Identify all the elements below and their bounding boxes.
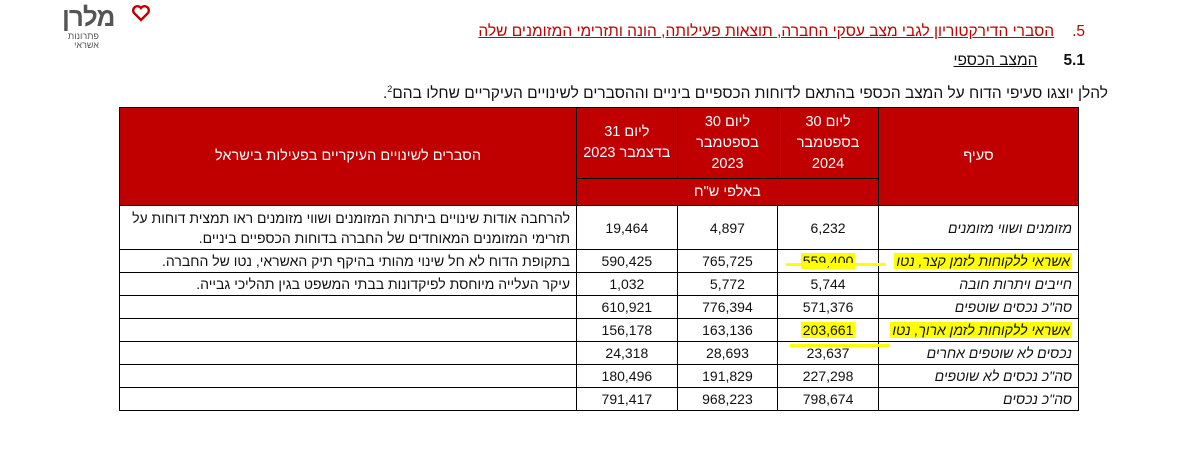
- section-5-1-number: 5.1: [1063, 52, 1085, 69]
- value-sep-2023: 4,897: [676, 205, 779, 250]
- value-dec-2023: 180,496: [576, 364, 678, 388]
- value-dec-2023: 791,417: [576, 387, 678, 411]
- financial-position-table: סעיף ליום 30 בספטמבר 2024 ליום 30 בספטמב…: [118, 107, 1080, 411]
- value-sep-2024: 5,744: [777, 272, 879, 296]
- header-explanations: הסברים לשינויים העיקריים בפעילות בישראל: [118, 107, 578, 206]
- table-row: מזומנים ושווי מזומנים 6,232 4,897 19,464…: [118, 205, 1080, 250]
- highlighted-value: 559,400: [800, 253, 856, 269]
- logo-tagline: פתרונות אשראי: [68, 31, 99, 50]
- highlighter-stroke: [790, 344, 890, 347]
- table-row: אשראי ללקוחות לזמן קצר, נטו 559,400 765,…: [118, 249, 1080, 273]
- section-5-title: הסברי הדירקטוריון לגבי מצב עסקי החברה, ת…: [478, 23, 1055, 40]
- highlighted-value: 203,661: [800, 322, 856, 338]
- header-units: באלפי ש"ח: [576, 178, 879, 206]
- value-sep-2023: 776,394: [676, 295, 779, 319]
- row-label: נכסים לא שוטפים אחרים: [877, 341, 1080, 365]
- value-sep-2024: 571,376: [777, 295, 879, 319]
- row-label: סה"כ נכסים שוטפים: [877, 295, 1080, 319]
- table-row: אשראי ללקוחות לזמן ארוך, נטו 203,661 163…: [118, 318, 1080, 342]
- row-label: סה"כ נכסים: [877, 387, 1080, 411]
- value-sep-2024: 559,400: [777, 249, 879, 273]
- table-header-row: סעיף ליום 30 בספטמבר 2024 ליום 30 בספטמב…: [118, 107, 1080, 206]
- row-explanation: להרחבה אודות שינויים ביתרות המזומנים ושו…: [118, 205, 578, 250]
- value-dec-2023: 1,032: [576, 272, 678, 296]
- highlighter-stroke: [786, 263, 886, 266]
- highlighted-label: אשראי ללקוחות לזמן קצר, נטו: [894, 253, 1072, 269]
- value-dec-2023: 156,178: [576, 318, 678, 342]
- row-explanation: [118, 295, 578, 319]
- logo-wordmark: מלרן: [62, 2, 115, 32]
- row-explanation: עיקר העלייה מיוחסת לפיקדונות בבתי המשפט …: [118, 272, 578, 296]
- row-label: סה"כ נכסים לא שוטפים: [877, 364, 1080, 388]
- intro-paragraph: להלן יוצגו סעיפי הדוח על המצב הכספי בהתא…: [382, 84, 1108, 103]
- row-explanation: בתקופת הדוח לא חל שינוי מהותי בהיקף תיק …: [118, 249, 578, 273]
- value-sep-2024: 203,661: [777, 318, 879, 342]
- value-sep-2024: 227,298: [777, 364, 879, 388]
- section-5-1-title: המצב הכספי: [953, 52, 1038, 69]
- row-label: מזומנים ושווי מזומנים: [877, 205, 1080, 250]
- value-sep-2023: 765,725: [676, 249, 779, 273]
- footnote-ref: 2: [387, 84, 393, 94]
- intro-text: להלן יוצגו סעיפי הדוח על המצב הכספי בהתא…: [392, 85, 1108, 103]
- value-dec-2023: 19,464: [576, 205, 678, 250]
- table-units-row: באלפי ש"ח: [120, 178, 1079, 206]
- table-row: חייבים ויתרות חובה 5,744 5,772 1,032 עיק…: [118, 272, 1080, 296]
- row-label: אשראי ללקוחות לזמן קצר, נטו: [877, 249, 1080, 273]
- heart-icon: [132, 5, 150, 22]
- value-dec-2023: 590,425: [576, 249, 678, 273]
- row-explanation: [118, 318, 578, 342]
- row-explanation: [118, 387, 578, 411]
- row-label: חייבים ויתרות חובה: [877, 272, 1080, 296]
- table-row: סה"כ נכסים שוטפים 571,376 776,394 610,92…: [118, 295, 1080, 319]
- header-item: סעיף: [877, 107, 1080, 206]
- header-sep-2023: ליום 30 בספטמבר 2023: [676, 107, 779, 179]
- section-5-1-heading: 5.1 המצב הכספי: [953, 52, 1085, 70]
- header-dec-2023: ליום 31 בדצמבר 2023: [576, 107, 678, 179]
- value-dec-2023: 610,921: [576, 295, 678, 319]
- section-5-heading: 5. הסברי הדירקטוריון לגבי מצב עסקי החברה,…: [478, 23, 1085, 41]
- table-row: סה"כ נכסים 798,674 968,223 791,417: [118, 387, 1080, 411]
- table-row: סה"כ נכסים לא שוטפים 227,298 191,829 180…: [118, 364, 1080, 388]
- table-row: נכסים לא שוטפים אחרים 23,637 28,693 24,3…: [118, 341, 1080, 365]
- value-sep-2023: 28,693: [676, 341, 779, 365]
- value-sep-2024: 798,674: [777, 387, 879, 411]
- value-sep-2023: 163,136: [676, 318, 779, 342]
- value-sep-2023: 191,829: [676, 364, 779, 388]
- section-5-number: 5.: [1072, 23, 1085, 40]
- value-sep-2024: 6,232: [777, 205, 879, 250]
- highlighted-label: אשראי ללקוחות לזמן ארוך, נטו: [890, 322, 1072, 338]
- value-dec-2023: 24,318: [576, 341, 678, 365]
- value-sep-2023: 968,223: [676, 387, 779, 411]
- row-explanation: [118, 364, 578, 388]
- value-sep-2023: 5,772: [676, 272, 779, 296]
- header-sep-2024: ליום 30 בספטמבר 2024: [777, 107, 879, 179]
- company-logo: מלרן פתרונות אשראי: [62, 2, 150, 50]
- row-label: אשראי ללקוחות לזמן ארוך, נטו: [877, 318, 1080, 342]
- row-explanation: [118, 341, 578, 365]
